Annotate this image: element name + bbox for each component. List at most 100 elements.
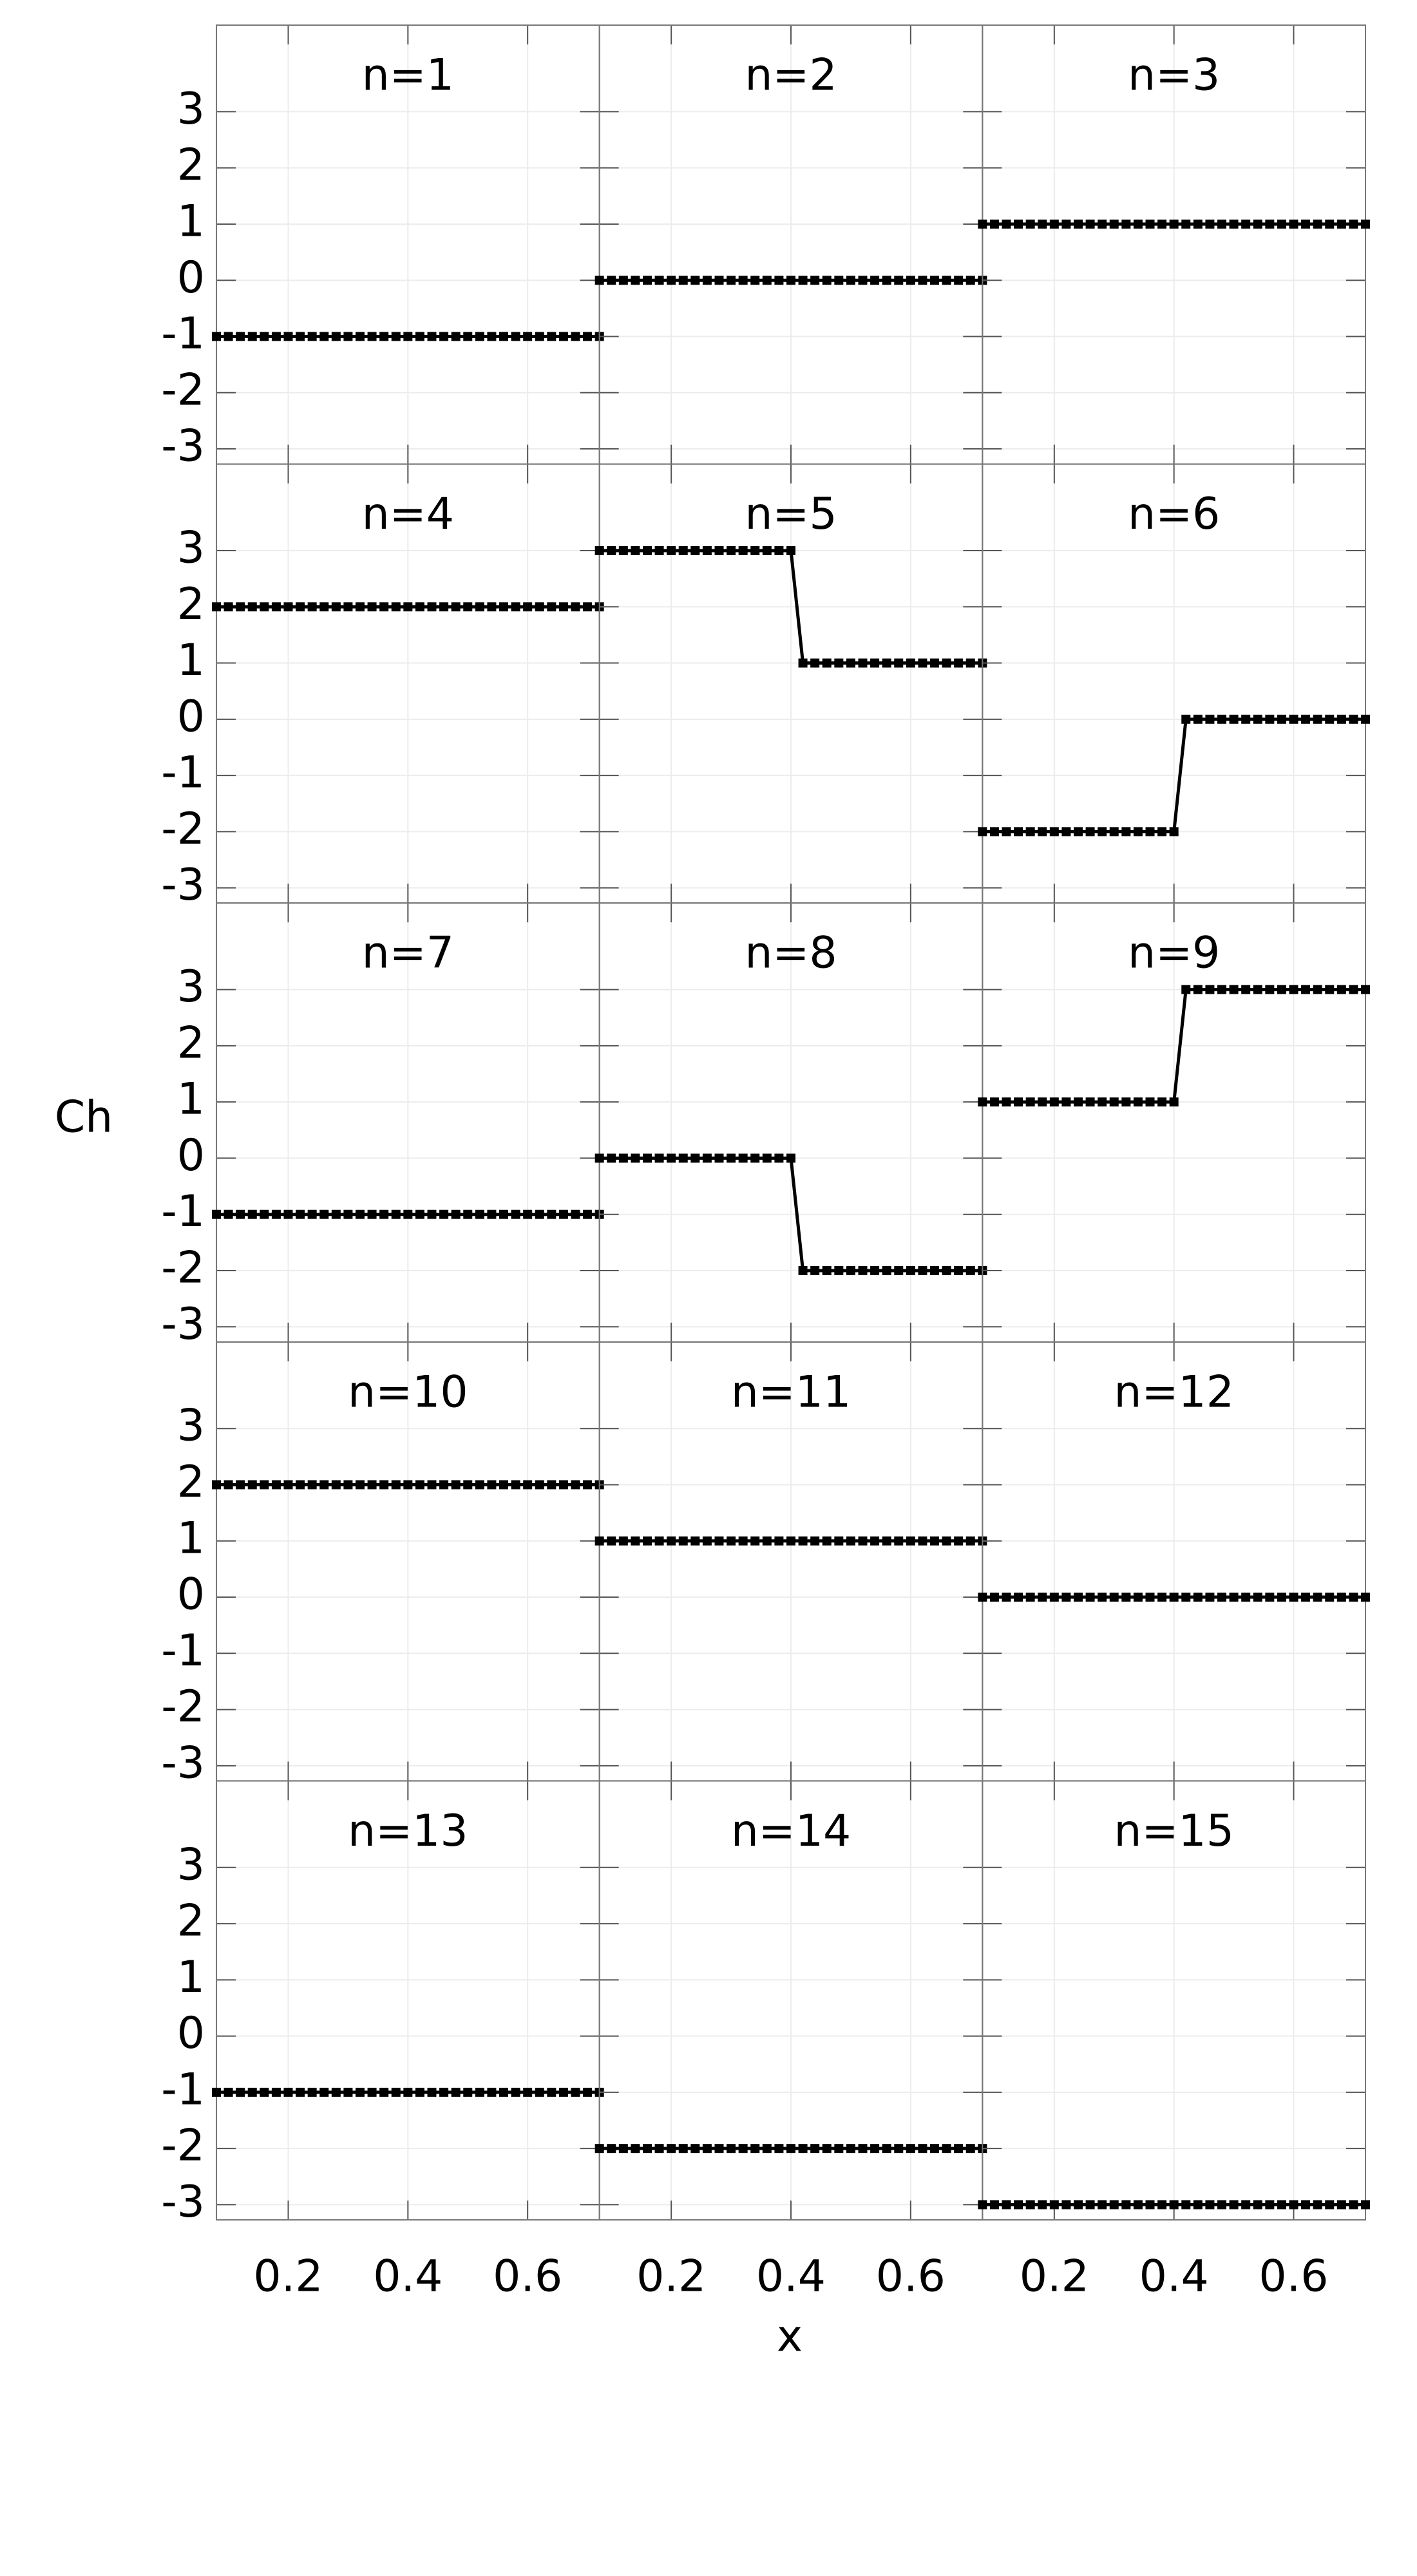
point-marker bbox=[223, 602, 233, 612]
point-marker bbox=[798, 2144, 808, 2154]
point-marker bbox=[1277, 985, 1286, 994]
point-marker bbox=[331, 332, 341, 341]
point-marker bbox=[607, 1536, 616, 1546]
point-marker bbox=[1109, 2200, 1119, 2210]
point-marker bbox=[594, 276, 604, 285]
point-marker bbox=[762, 2144, 772, 2154]
point-marker bbox=[558, 1209, 568, 1219]
point-marker bbox=[367, 332, 377, 341]
point-marker bbox=[1085, 2200, 1095, 2210]
point-marker bbox=[1181, 1593, 1191, 1602]
point-marker bbox=[690, 1153, 700, 1163]
point-marker bbox=[774, 1536, 784, 1546]
point-marker bbox=[774, 546, 784, 555]
point-marker bbox=[930, 1265, 939, 1275]
point-marker bbox=[918, 276, 927, 285]
point-marker bbox=[1133, 1593, 1143, 1602]
point-marker bbox=[283, 1209, 293, 1219]
point-marker bbox=[583, 2087, 593, 2097]
point-marker bbox=[1109, 1097, 1119, 1107]
point-marker bbox=[727, 1536, 736, 1546]
point-marker bbox=[882, 2144, 891, 2154]
point-marker bbox=[1145, 1593, 1155, 1602]
point-marker bbox=[1121, 1593, 1131, 1602]
point-marker bbox=[618, 1153, 628, 1163]
point-marker bbox=[558, 332, 568, 341]
point-marker bbox=[547, 332, 556, 341]
point-marker bbox=[918, 658, 927, 668]
point-marker bbox=[439, 2087, 449, 2097]
point-marker bbox=[882, 1536, 891, 1546]
point-marker bbox=[331, 1209, 341, 1219]
point-marker bbox=[1361, 1593, 1370, 1602]
point-marker bbox=[1085, 219, 1095, 229]
point-marker bbox=[1074, 827, 1083, 837]
point-marker bbox=[1313, 1593, 1322, 1602]
point-marker bbox=[1014, 1593, 1023, 1602]
point-marker bbox=[1325, 714, 1335, 724]
y-tick-label: -1 bbox=[161, 1625, 205, 1676]
panel-title: n=6 bbox=[1128, 489, 1220, 540]
point-marker bbox=[810, 2144, 820, 2154]
point-marker bbox=[1038, 827, 1047, 837]
point-marker bbox=[954, 1265, 964, 1275]
point-marker bbox=[1325, 1593, 1335, 1602]
point-marker bbox=[523, 2087, 533, 2097]
point-marker bbox=[1014, 2200, 1023, 2210]
point-marker bbox=[738, 276, 748, 285]
point-marker bbox=[714, 276, 724, 285]
point-marker bbox=[810, 1536, 820, 1546]
point-marker bbox=[714, 1536, 724, 1546]
point-marker bbox=[356, 1480, 365, 1490]
point-marker bbox=[391, 1209, 401, 1219]
point-marker bbox=[954, 658, 964, 668]
point-marker bbox=[1109, 1593, 1119, 1602]
point-marker bbox=[1049, 827, 1059, 837]
point-marker bbox=[942, 2144, 951, 2154]
point-marker bbox=[463, 1480, 473, 1490]
point-marker bbox=[965, 1265, 975, 1275]
y-tick-label: -3 bbox=[161, 1738, 205, 1788]
point-marker bbox=[1169, 1593, 1179, 1602]
point-marker bbox=[1098, 2200, 1107, 2210]
point-marker bbox=[594, 546, 604, 555]
point-marker bbox=[535, 1209, 544, 1219]
point-marker bbox=[1121, 219, 1131, 229]
point-marker bbox=[1025, 1097, 1035, 1107]
point-marker bbox=[475, 602, 484, 612]
point-marker bbox=[379, 1209, 389, 1219]
point-marker bbox=[906, 1265, 915, 1275]
point-marker bbox=[1336, 1593, 1346, 1602]
point-marker bbox=[607, 546, 616, 555]
point-marker bbox=[271, 332, 281, 341]
x-tick-label: 0.4 bbox=[756, 2251, 826, 2302]
point-marker bbox=[1289, 985, 1298, 994]
point-marker bbox=[1205, 714, 1215, 724]
point-marker bbox=[954, 276, 964, 285]
point-marker bbox=[343, 1480, 353, 1490]
point-marker bbox=[1061, 1097, 1071, 1107]
point-marker bbox=[1193, 985, 1203, 994]
y-tick-label: 3 bbox=[177, 1401, 205, 1452]
point-marker bbox=[1289, 1593, 1298, 1602]
x-tick-label: 0.6 bbox=[876, 2251, 946, 2302]
y-tick-label: -3 bbox=[161, 2177, 205, 2228]
point-marker bbox=[319, 602, 329, 612]
point-marker bbox=[571, 1209, 580, 1219]
y-tick-label: 0 bbox=[177, 252, 205, 303]
point-marker bbox=[965, 658, 975, 668]
point-marker bbox=[631, 1536, 640, 1546]
point-marker bbox=[1229, 219, 1239, 229]
y-tick-label: -2 bbox=[161, 1681, 205, 1732]
point-marker bbox=[894, 276, 904, 285]
point-marker bbox=[667, 1153, 676, 1163]
point-marker bbox=[667, 276, 676, 285]
x-tick-label: 0.6 bbox=[493, 2251, 562, 2302]
point-marker bbox=[978, 2200, 987, 2210]
point-marker bbox=[930, 1536, 939, 1546]
point-marker bbox=[1265, 219, 1275, 229]
point-marker bbox=[965, 2144, 975, 2154]
point-marker bbox=[930, 276, 939, 285]
point-marker bbox=[1061, 827, 1071, 837]
point-marker bbox=[319, 2087, 329, 2097]
